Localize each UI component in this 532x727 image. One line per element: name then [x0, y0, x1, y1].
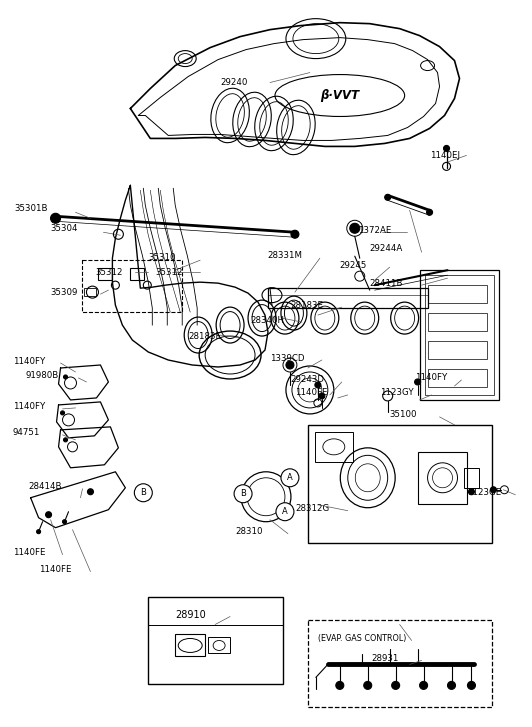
Circle shape	[350, 223, 360, 233]
Circle shape	[286, 361, 294, 369]
Bar	[85, 288, 96, 296]
Circle shape	[385, 194, 390, 201]
Circle shape	[392, 681, 400, 689]
Text: 1140FE: 1140FE	[295, 388, 327, 398]
Circle shape	[234, 485, 252, 503]
Text: 28411B: 28411B	[370, 278, 403, 288]
Circle shape	[447, 681, 455, 689]
Bar	[428, 341, 487, 359]
Circle shape	[63, 375, 68, 379]
Text: 1339CD: 1339CD	[270, 353, 304, 363]
Text: 1372AE: 1372AE	[358, 226, 391, 235]
Circle shape	[46, 512, 52, 518]
Text: β·VVT: β·VVT	[320, 89, 360, 102]
Circle shape	[281, 469, 299, 487]
Circle shape	[51, 213, 61, 223]
Text: 35309: 35309	[51, 288, 78, 297]
Text: B: B	[240, 489, 246, 498]
Text: 35304: 35304	[51, 224, 78, 233]
Text: 1140FE: 1140FE	[39, 565, 71, 574]
Bar	[82, 260, 182, 312]
Circle shape	[364, 681, 372, 689]
Text: 35312: 35312	[95, 268, 123, 277]
Text: 29244A: 29244A	[370, 244, 403, 253]
Bar	[425, 275, 494, 395]
Text: 35100: 35100	[389, 411, 417, 419]
Circle shape	[468, 681, 476, 689]
Bar	[175, 635, 205, 656]
Circle shape	[135, 483, 152, 502]
Circle shape	[420, 681, 428, 689]
Circle shape	[336, 681, 344, 689]
Circle shape	[276, 503, 294, 521]
Text: 94751: 94751	[13, 428, 40, 438]
Circle shape	[63, 438, 68, 442]
Circle shape	[87, 489, 94, 495]
Text: 1140FE: 1140FE	[13, 548, 45, 557]
Circle shape	[469, 489, 475, 495]
Bar	[268, 288, 428, 308]
Bar	[428, 285, 487, 303]
Bar	[308, 425, 493, 542]
Circle shape	[315, 382, 321, 388]
Text: (EVAP. GAS CONTROL): (EVAP. GAS CONTROL)	[318, 634, 406, 643]
Circle shape	[414, 379, 421, 385]
Text: 91980B: 91980B	[26, 371, 59, 380]
Text: 28310: 28310	[235, 527, 263, 537]
Circle shape	[491, 487, 496, 493]
Text: 29245: 29245	[340, 261, 367, 270]
Text: 29240: 29240	[220, 78, 247, 87]
Bar	[130, 268, 144, 280]
Text: A: A	[287, 473, 293, 482]
Text: B: B	[140, 489, 146, 497]
Bar	[208, 638, 230, 654]
Text: 1123GY: 1123GY	[380, 388, 413, 398]
Text: 1140EJ: 1140EJ	[429, 151, 460, 160]
Bar	[428, 313, 487, 331]
Text: 28414B: 28414B	[29, 482, 62, 491]
Text: 1140FY: 1140FY	[13, 356, 45, 366]
Text: A: A	[282, 507, 288, 516]
Text: 28340H: 28340H	[250, 316, 284, 324]
Text: 28312G: 28312G	[295, 505, 329, 513]
Text: 35310: 35310	[148, 253, 176, 262]
Bar	[308, 619, 493, 707]
Text: 35312: 35312	[155, 268, 183, 277]
Bar	[428, 369, 487, 387]
Text: 29243D: 29243D	[290, 375, 324, 385]
Bar	[464, 467, 479, 488]
Text: 35301B: 35301B	[15, 204, 48, 213]
Text: 28331M: 28331M	[267, 251, 302, 260]
Text: 28910: 28910	[175, 609, 206, 619]
Text: 1140FY: 1140FY	[13, 403, 45, 411]
Bar	[420, 270, 500, 400]
Circle shape	[444, 145, 450, 151]
Circle shape	[37, 530, 40, 534]
Circle shape	[427, 209, 433, 215]
Bar	[315, 432, 353, 462]
Text: 1140FY: 1140FY	[414, 374, 447, 382]
Circle shape	[291, 230, 299, 238]
Bar	[98, 268, 112, 280]
Text: 28183E: 28183E	[290, 300, 323, 310]
Text: 28183E: 28183E	[188, 332, 221, 340]
Text: 28931: 28931	[372, 654, 399, 663]
Circle shape	[61, 411, 64, 415]
Bar	[418, 452, 468, 504]
Bar	[148, 597, 283, 684]
Circle shape	[319, 393, 325, 399]
Text: 1123GE: 1123GE	[468, 489, 502, 497]
Circle shape	[63, 520, 66, 523]
